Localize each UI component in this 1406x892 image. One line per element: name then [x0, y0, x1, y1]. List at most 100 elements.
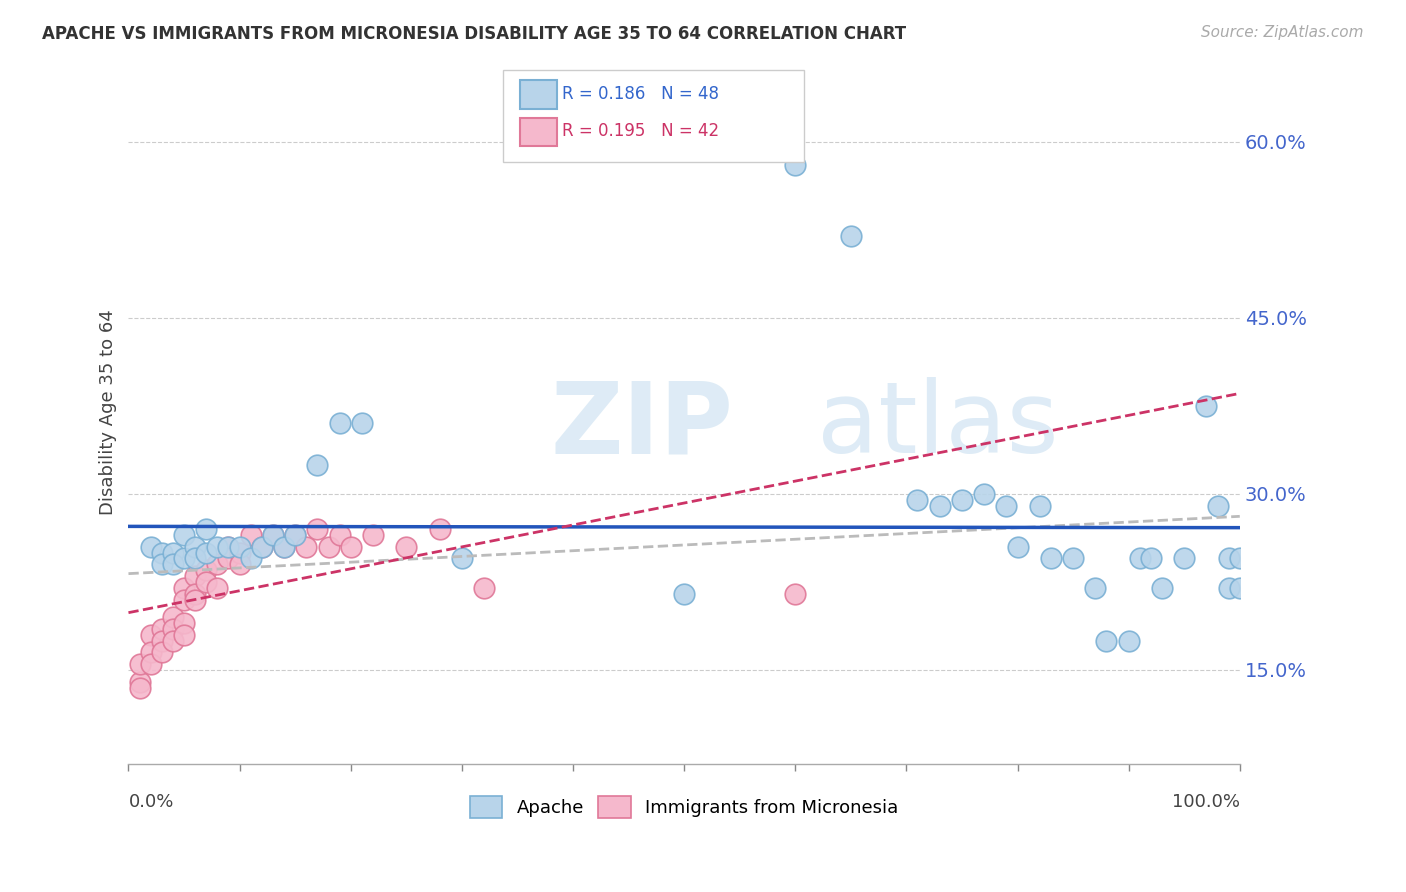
Text: 100.0%: 100.0% — [1171, 793, 1240, 811]
Point — [1039, 551, 1062, 566]
Point — [395, 540, 418, 554]
Point — [184, 551, 207, 566]
Point — [1007, 540, 1029, 554]
Point — [173, 628, 195, 642]
Point — [307, 458, 329, 472]
Point — [195, 522, 218, 536]
Point — [1150, 581, 1173, 595]
Point — [295, 540, 318, 554]
Point — [785, 587, 807, 601]
Point — [339, 540, 361, 554]
Point — [195, 545, 218, 559]
Point — [995, 499, 1018, 513]
Point — [150, 633, 173, 648]
Point — [128, 657, 150, 671]
Point — [1095, 633, 1118, 648]
Point — [273, 540, 295, 554]
Point — [472, 581, 495, 595]
Point — [162, 622, 184, 636]
Point — [262, 528, 284, 542]
Point — [195, 574, 218, 589]
Text: 0.0%: 0.0% — [128, 793, 174, 811]
Point — [184, 587, 207, 601]
Point — [150, 645, 173, 659]
Point — [162, 558, 184, 572]
Point — [907, 492, 929, 507]
Point — [973, 487, 995, 501]
Point — [173, 615, 195, 630]
Point — [1084, 581, 1107, 595]
Point — [429, 522, 451, 536]
Text: Source: ZipAtlas.com: Source: ZipAtlas.com — [1201, 25, 1364, 40]
Point — [250, 540, 273, 554]
Point — [239, 551, 262, 566]
Point — [139, 657, 162, 671]
Point — [1029, 499, 1052, 513]
Point — [173, 581, 195, 595]
Point — [228, 540, 250, 554]
Point — [139, 645, 162, 659]
Point — [329, 528, 352, 542]
Point — [329, 417, 352, 431]
Point — [1062, 551, 1084, 566]
Point — [162, 633, 184, 648]
Point — [139, 628, 162, 642]
Point — [1218, 551, 1240, 566]
Point — [228, 545, 250, 559]
Point — [150, 558, 173, 572]
Point — [1206, 499, 1229, 513]
Point — [250, 540, 273, 554]
Point — [785, 158, 807, 172]
Point — [673, 587, 696, 601]
Point — [1229, 551, 1251, 566]
Point — [162, 610, 184, 624]
Text: atlas: atlas — [817, 377, 1059, 475]
Point — [307, 522, 329, 536]
Point — [218, 540, 240, 554]
Point — [928, 499, 950, 513]
Point — [950, 492, 973, 507]
Point — [207, 581, 229, 595]
Point — [184, 540, 207, 554]
Text: ZIP: ZIP — [551, 377, 734, 475]
Text: R = 0.186   N = 48: R = 0.186 N = 48 — [562, 85, 720, 103]
Point — [218, 540, 240, 554]
Point — [173, 551, 195, 566]
Point — [1218, 581, 1240, 595]
Point — [150, 622, 173, 636]
Point — [1195, 399, 1218, 413]
Y-axis label: Disability Age 35 to 64: Disability Age 35 to 64 — [100, 309, 117, 515]
Point — [128, 681, 150, 695]
Point — [218, 551, 240, 566]
Point — [239, 528, 262, 542]
Point — [184, 569, 207, 583]
Point — [173, 592, 195, 607]
Point — [150, 545, 173, 559]
Point — [1129, 551, 1152, 566]
Point — [839, 228, 862, 243]
Legend: Apache, Immigrants from Micronesia: Apache, Immigrants from Micronesia — [463, 789, 905, 825]
Point — [284, 528, 307, 542]
Point — [1140, 551, 1163, 566]
Point — [207, 558, 229, 572]
Point — [284, 528, 307, 542]
Point — [139, 540, 162, 554]
Point — [361, 528, 384, 542]
Text: R = 0.195   N = 42: R = 0.195 N = 42 — [562, 122, 720, 140]
Point — [350, 417, 373, 431]
Point — [1118, 633, 1140, 648]
Point — [262, 528, 284, 542]
Text: APACHE VS IMMIGRANTS FROM MICRONESIA DISABILITY AGE 35 TO 64 CORRELATION CHART: APACHE VS IMMIGRANTS FROM MICRONESIA DIS… — [42, 25, 907, 43]
Point — [207, 540, 229, 554]
Point — [184, 592, 207, 607]
Point — [128, 674, 150, 689]
Point — [450, 551, 472, 566]
Point — [273, 540, 295, 554]
Point — [318, 540, 340, 554]
Point — [162, 545, 184, 559]
Point — [228, 558, 250, 572]
Point — [173, 528, 195, 542]
Point — [1173, 551, 1195, 566]
Point — [195, 563, 218, 577]
Point — [1229, 581, 1251, 595]
